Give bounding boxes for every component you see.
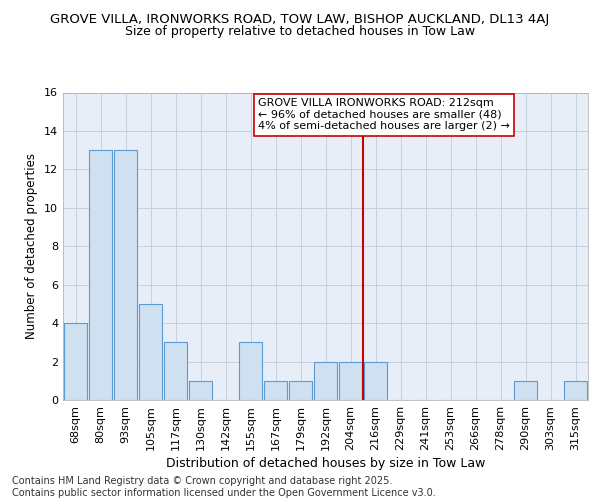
Bar xyxy=(239,342,262,400)
Text: Contains HM Land Registry data © Crown copyright and database right 2025.
Contai: Contains HM Land Registry data © Crown c… xyxy=(12,476,436,498)
X-axis label: Distribution of detached houses by size in Tow Law: Distribution of detached houses by size … xyxy=(166,457,485,470)
Bar xyxy=(314,362,337,400)
Bar xyxy=(289,381,312,400)
Text: Size of property relative to detached houses in Tow Law: Size of property relative to detached ho… xyxy=(125,25,475,38)
Bar xyxy=(264,381,287,400)
Bar xyxy=(114,150,137,400)
Bar xyxy=(514,381,537,400)
Bar xyxy=(139,304,162,400)
Text: GROVE VILLA, IRONWORKS ROAD, TOW LAW, BISHOP AUCKLAND, DL13 4AJ: GROVE VILLA, IRONWORKS ROAD, TOW LAW, BI… xyxy=(50,12,550,26)
Y-axis label: Number of detached properties: Number of detached properties xyxy=(25,153,38,339)
Bar xyxy=(339,362,362,400)
Bar xyxy=(89,150,112,400)
Bar xyxy=(164,342,187,400)
Text: GROVE VILLA IRONWORKS ROAD: 212sqm
← 96% of detached houses are smaller (48)
4% : GROVE VILLA IRONWORKS ROAD: 212sqm ← 96%… xyxy=(258,98,510,132)
Bar xyxy=(64,323,87,400)
Bar xyxy=(189,381,212,400)
Bar xyxy=(364,362,387,400)
Bar xyxy=(564,381,587,400)
